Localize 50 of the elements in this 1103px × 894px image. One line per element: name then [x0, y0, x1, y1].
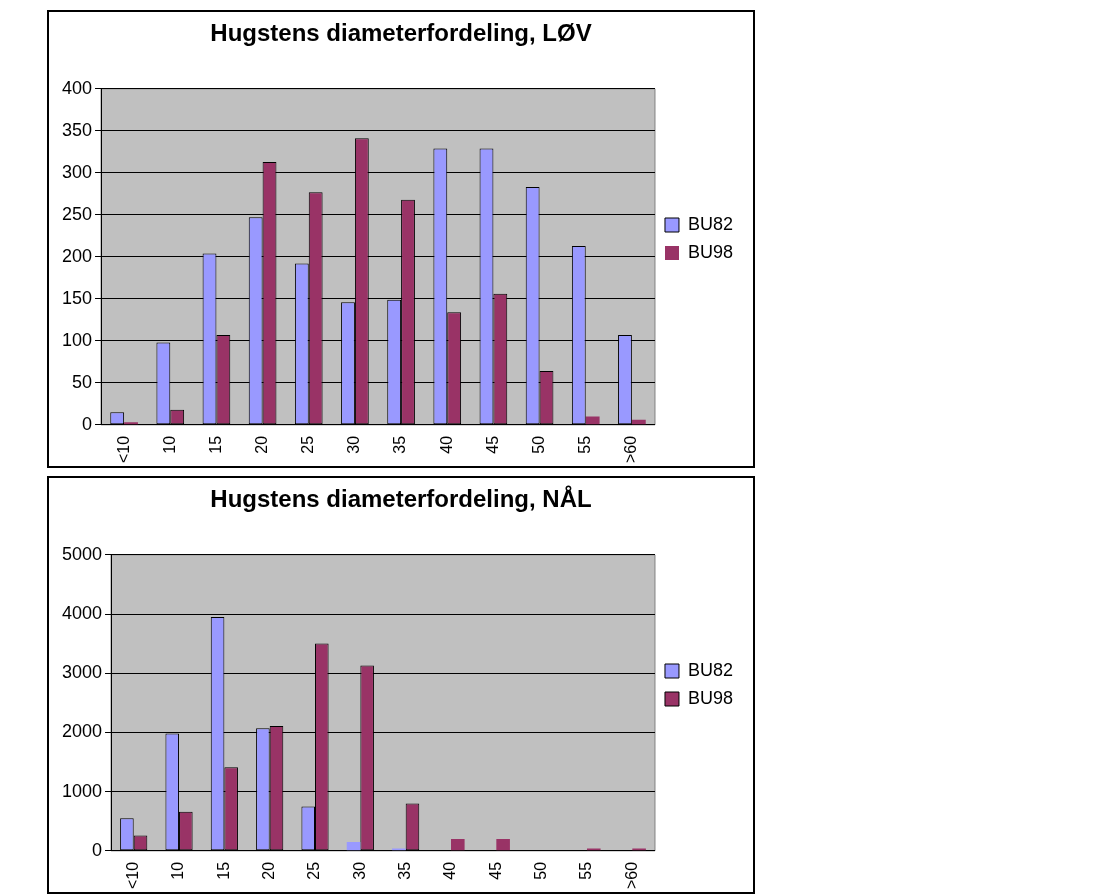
bar: [124, 422, 138, 425]
x-tick-label: 10: [160, 435, 178, 454]
y-tick-label: 2000: [62, 721, 103, 742]
x-tick-label: >60: [622, 435, 640, 463]
bar: [451, 839, 465, 851]
x-tick-label: 15: [214, 861, 232, 880]
chart-title: Hugstens diameterfordeling, LØV: [210, 19, 592, 47]
legend-label: BU82: [687, 213, 733, 234]
legend-label: BU98: [687, 687, 733, 708]
y-tick-label: 0: [92, 839, 103, 860]
bar: [585, 416, 600, 425]
x-tick-label: 50: [529, 435, 547, 454]
x-tick-label: 45: [486, 861, 504, 880]
x-tick-label: 25: [305, 861, 323, 880]
y-tick-label: 250: [61, 203, 93, 224]
y-tick-label: 50: [72, 371, 93, 392]
y-tick-label: 100: [61, 329, 93, 350]
y-tick-label: 1000: [62, 780, 103, 801]
x-tick-label: 35: [396, 861, 414, 880]
x-tick-label: >60: [622, 861, 640, 889]
y-tick-label: 0: [82, 413, 93, 434]
y-tick-label: 4000: [62, 602, 103, 623]
x-tick-label: 55: [576, 435, 594, 454]
x-tick-label: 35: [391, 435, 409, 454]
x-tick-label: 55: [577, 861, 595, 880]
x-tick-label: 30: [350, 861, 368, 880]
legend-label: BU98: [687, 241, 733, 262]
x-tick-label: 40: [441, 861, 459, 880]
y-tick-label: 200: [61, 245, 93, 266]
y-tick-label: 5000: [62, 543, 103, 564]
y-tick-label: 3000: [62, 662, 103, 683]
x-tick-label: 45: [483, 435, 501, 454]
bar: [496, 839, 510, 851]
x-tick-label: 25: [299, 435, 317, 454]
x-tick-label: 20: [253, 435, 270, 454]
legend-label: BU82: [687, 659, 733, 680]
bar: [346, 841, 361, 851]
y-tick-label: 150: [61, 287, 93, 308]
x-tick-label: 20: [260, 861, 278, 880]
x-tick-label: <10: [124, 861, 142, 889]
chart-title: Hugstens diameterfordeling, NÅL: [210, 485, 592, 513]
x-tick-label: 40: [437, 435, 455, 454]
x-tick-label: 10: [169, 861, 187, 880]
y-tick-label: 400: [61, 77, 93, 98]
x-tick-label: <10: [114, 435, 132, 463]
y-tick-label: 300: [61, 161, 93, 182]
x-tick-label: 30: [345, 435, 363, 454]
x-tick-label: 50: [532, 861, 550, 880]
y-tick-label: 350: [61, 119, 93, 140]
x-tick-label: 15: [206, 435, 224, 454]
